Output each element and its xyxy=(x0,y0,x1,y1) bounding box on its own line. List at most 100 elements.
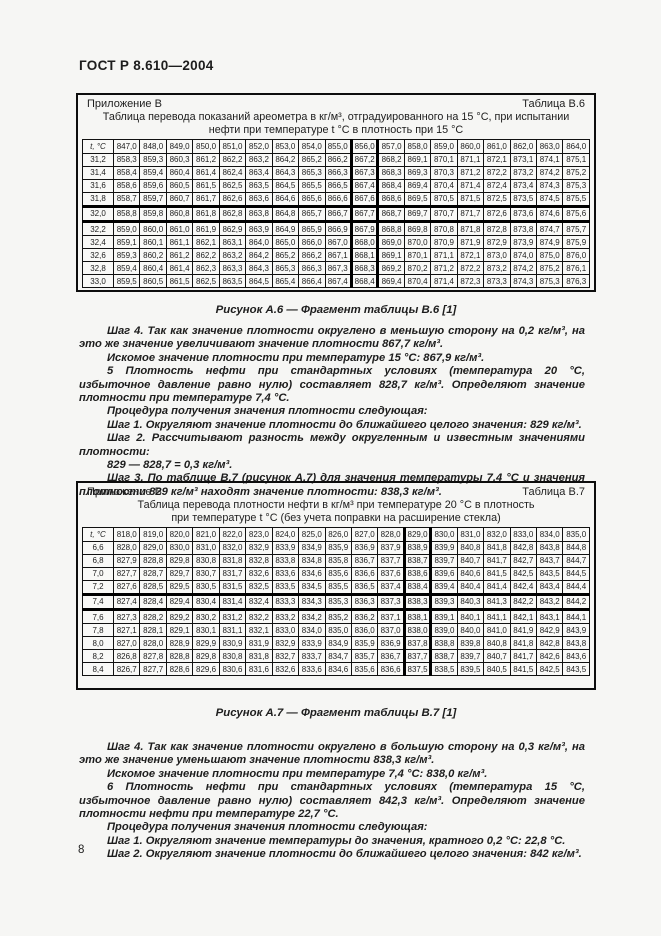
cell-density: 837,9 xyxy=(377,540,405,555)
body-paragraph: Шаг 2. Округляют значение плотности до б… xyxy=(107,848,582,861)
cell-density: 866,4 xyxy=(298,274,326,289)
cell-density: 844,8 xyxy=(562,540,590,555)
cell-density: 872,8 xyxy=(483,220,511,237)
cell-density: 834,6 xyxy=(324,662,352,677)
cell-density: 843,5 xyxy=(562,662,590,677)
cell-density: 842,9 xyxy=(535,623,564,638)
cell-density: 841,8 xyxy=(483,540,511,555)
cell-density: 841,5 xyxy=(509,662,538,677)
cell-density: 832,7 xyxy=(271,649,300,664)
figure-a7-caption: Рисунок А.7 — Фрагмент таблицы В.7 [1] xyxy=(215,707,457,719)
cell-density: 869,0 xyxy=(377,235,405,250)
cell-density: 866,0 xyxy=(298,235,326,250)
cell-density: 843,4 xyxy=(535,579,564,595)
cell-density: 873,9 xyxy=(509,235,538,250)
cell-density: 861,5 xyxy=(165,274,194,289)
table-row: 31,6 858,6 859,6 860,5 861,5 862,5 863,5 864,5 8… xyxy=(82,178,590,193)
cell-density: 873,2 xyxy=(483,261,511,276)
cell-density: 865,3 xyxy=(271,261,300,276)
cell-density: 871,7 xyxy=(456,204,485,223)
cell-density: 873,1 xyxy=(509,152,538,167)
text-block-2: Шаг 4. Так как значение плотности округл… xyxy=(79,741,585,862)
cell-density: 860,5 xyxy=(165,178,194,193)
cell-density: 827,4 xyxy=(112,592,141,611)
cell-density: 864,5 xyxy=(245,274,273,289)
cell-temperature: 7,4 xyxy=(82,592,114,611)
cell-density: 841,4 xyxy=(483,579,511,595)
cell-density: 840,8 xyxy=(456,540,485,555)
cell-density: 865,5 xyxy=(298,178,326,193)
cell-density: 858,8 xyxy=(112,204,141,223)
col-header-density: 826,0 xyxy=(324,527,352,542)
annex-label-b6: Приложение В xyxy=(87,98,162,110)
cell-density: 837,1 xyxy=(377,608,405,625)
cell-density: 873,8 xyxy=(509,220,538,237)
cell-density: 830,8 xyxy=(218,649,247,664)
cell-density: 836,7 xyxy=(350,553,379,568)
cell-density: 829,1 xyxy=(165,623,194,638)
cell-density: 866,2 xyxy=(324,152,352,167)
cell-density: 835,0 xyxy=(324,623,352,638)
cell-density: 876,3 xyxy=(562,274,590,289)
col-header-density: 848,0 xyxy=(139,139,167,154)
cell-density: 874,3 xyxy=(535,178,564,193)
cell-density: 839,7 xyxy=(430,553,458,568)
cell-density: 831,8 xyxy=(245,649,273,664)
cell-density: 829,5 xyxy=(165,579,194,595)
cell-density: 828,9 xyxy=(165,636,194,651)
cell-density: 844,5 xyxy=(562,566,590,581)
col-header-density: 850,0 xyxy=(192,139,220,154)
cell-density: 831,0 xyxy=(192,540,220,555)
cell-density: 859,6 xyxy=(139,178,167,193)
cell-density: 832,6 xyxy=(245,566,273,581)
cell-density: 861,9 xyxy=(192,220,220,237)
cell-density: 873,2 xyxy=(509,165,538,180)
cell-density: 869,4 xyxy=(377,274,405,289)
cell-density: 842,8 xyxy=(535,636,564,651)
col-header-density: 861,0 xyxy=(483,139,511,154)
col-header-density: 847,0 xyxy=(112,139,141,154)
cell-density: 838,4 xyxy=(402,579,433,595)
col-header-density: 829,0 xyxy=(402,527,433,542)
cell-density: 867,3 xyxy=(349,165,380,180)
cell-density: 869,4 xyxy=(403,178,432,193)
cell-density: 872,1 xyxy=(456,248,485,263)
body-paragraph: Искомое значение плотности при температу… xyxy=(107,351,485,364)
cell-density: 861,2 xyxy=(192,152,220,167)
cell-density: 841,9 xyxy=(509,623,538,638)
cell-density: 838,5 xyxy=(430,662,458,677)
cell-density: 839,0 xyxy=(430,623,458,638)
cell-density: 842,5 xyxy=(509,566,538,581)
cell-density: 875,2 xyxy=(562,165,590,180)
density-table-b7: t, °С 818,0 819,0 820,0 821,0 822,0 823,0 824,0… xyxy=(82,527,590,677)
cell-density: 828,2 xyxy=(139,608,167,625)
cell-density: 835,3 xyxy=(324,592,352,611)
cell-density: 861,7 xyxy=(192,191,220,207)
cell-density: 870,4 xyxy=(403,274,432,289)
cell-density: 839,4 xyxy=(430,579,458,595)
cell-density: 872,3 xyxy=(456,274,485,289)
cell-density: 836,0 xyxy=(350,623,379,638)
cell-density: 868,8 xyxy=(377,220,405,237)
cell-density: 870,9 xyxy=(430,235,458,250)
col-header-density: 854,0 xyxy=(298,139,326,154)
cell-density: 841,5 xyxy=(483,566,511,581)
cell-density: 837,7 xyxy=(377,553,405,568)
cell-density: 867,0 xyxy=(324,235,352,250)
table-row: 32,4 859,1 860,1 861,1 862,1 863,1 864,0 865,0 8… xyxy=(82,235,590,250)
cell-temperature: 31,2 xyxy=(82,152,114,167)
page-number: 8 xyxy=(78,844,85,856)
cell-density: 860,1 xyxy=(139,235,167,250)
cell-density: 827,8 xyxy=(139,649,167,664)
table-row: 6,8 827,9 828,8 829,8 830,8 831,8 832,8 833,8 83… xyxy=(82,553,590,568)
cell-density: 863,5 xyxy=(245,178,273,193)
col-header-temperature: t, °С xyxy=(82,527,114,542)
cell-density: 869,7 xyxy=(403,204,432,223)
cell-density: 870,1 xyxy=(403,248,432,263)
cell-density: 873,6 xyxy=(509,204,538,223)
cell-density: 827,7 xyxy=(139,662,167,677)
cell-density: 834,5 xyxy=(298,579,326,595)
cell-density: 862,2 xyxy=(218,152,247,167)
cell-density: 840,0 xyxy=(456,623,485,638)
cell-density: 875,3 xyxy=(562,178,590,193)
